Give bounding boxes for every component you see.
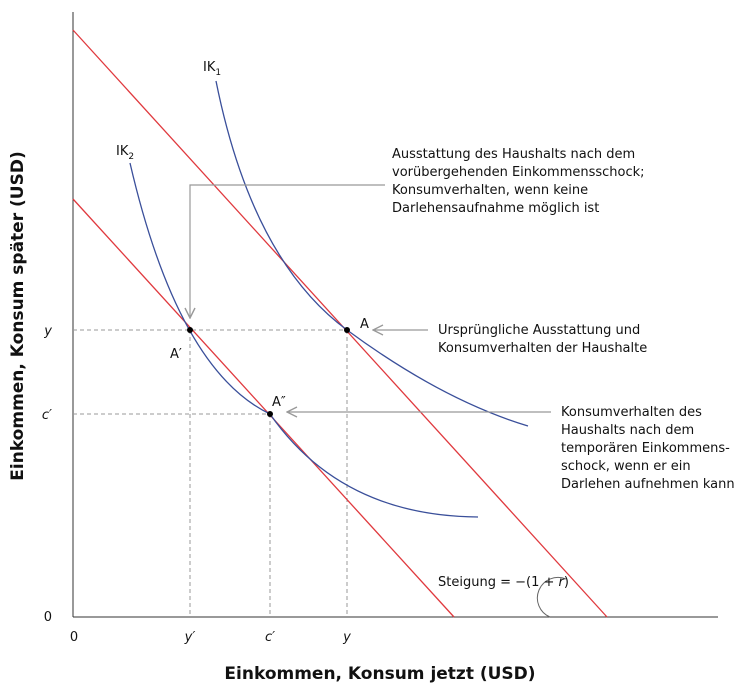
point-label-a-double-prime: A″	[272, 395, 286, 410]
point-a-prime	[187, 327, 193, 333]
slope-label: Steigung = −(1 + r)	[438, 575, 569, 590]
x-tick-0: 0	[70, 630, 78, 645]
x-tick-y: y	[342, 630, 351, 645]
budget-line-after-shock	[72, 198, 455, 618]
curve-label-ik1: IK1	[203, 60, 221, 78]
point-a	[344, 327, 350, 333]
point-label-a-prime: A′	[170, 347, 182, 362]
annotation-top: Ausstattung des Haushalts nach dem vorüb…	[392, 147, 649, 216]
y-tick-y: y	[43, 324, 52, 339]
annotation-middle: Ursprüngliche Ausstattung und Konsumverh…	[438, 323, 647, 356]
point-label-a: A	[360, 317, 369, 332]
budget-line-original	[72, 29, 608, 618]
y-tick-0: 0	[44, 610, 52, 625]
y-axis-title: Einkommen, Konsum später (USD)	[8, 151, 28, 480]
slope-angle-arc	[536, 576, 567, 618]
curve-label-ik2: IK2	[116, 144, 134, 162]
arrow-top-annotation	[190, 184, 385, 318]
x-tick-y-prime: y′	[184, 630, 196, 645]
x-tick-c-prime: c′	[265, 630, 275, 645]
indifference-curve-ik2	[129, 162, 479, 518]
dashed-guides	[73, 329, 348, 617]
indifference-curve-ik1	[215, 80, 529, 427]
annotation-bottom: Konsumverhalten des Haushalts nach dem t…	[561, 405, 735, 492]
y-tick-c-prime: c′	[42, 408, 52, 423]
x-axis-title: Einkommen, Konsum jetzt (USD)	[224, 664, 535, 684]
point-a-double-prime	[267, 411, 273, 417]
